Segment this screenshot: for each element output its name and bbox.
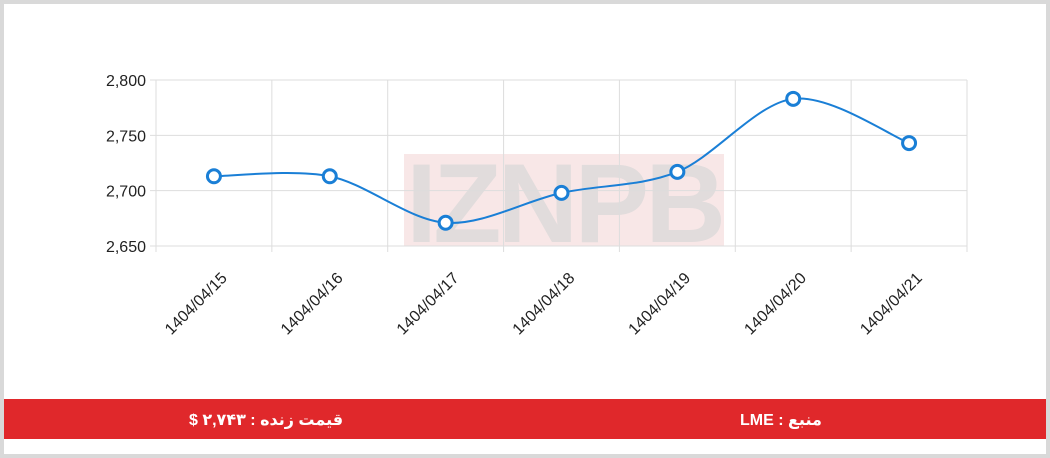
x-tick-label: 1404/04/20	[741, 270, 810, 339]
chart-panel: IZNPB 2,650 2,700 2,750 2,800 1404/04/15 140…	[4, 4, 1046, 454]
data-point[interactable]	[553, 184, 570, 201]
data-point[interactable]	[901, 135, 918, 152]
price-footer-bar: قیمت زنده : ۲,۷۴۳ $ منبع : LME	[4, 399, 1046, 439]
y-axis: 2,650 2,700 2,750 2,800	[106, 73, 146, 256]
series-points	[205, 90, 918, 231]
watermark-text: IZNPB	[406, 141, 722, 266]
data-point[interactable]	[785, 90, 802, 107]
y-tick-label: 2,700	[106, 184, 146, 201]
bottom-strip	[4, 439, 1046, 454]
source-label: منبع : LME	[740, 412, 822, 429]
y-tick-label: 2,800	[106, 73, 146, 90]
data-point[interactable]	[321, 168, 338, 185]
watermark-logo: IZNPB	[404, 141, 726, 266]
live-price-label: قیمت زنده : ۲,۷۴۳ $	[189, 412, 344, 429]
x-tick-label: 1404/04/16	[278, 270, 347, 339]
y-tick-label: 2,650	[106, 239, 146, 256]
x-tick-label: 1404/04/15	[162, 270, 231, 339]
data-point[interactable]	[437, 214, 454, 231]
x-tick-label: 1404/04/19	[626, 270, 695, 339]
x-axis: 1404/04/15 1404/04/16 1404/04/17 1404/04/18…	[162, 270, 926, 339]
data-point[interactable]	[669, 163, 686, 180]
y-tick-label: 2,750	[106, 128, 146, 145]
x-tick-label: 1404/04/17	[394, 270, 463, 339]
data-point[interactable]	[205, 168, 222, 185]
x-tick-label: 1404/04/21	[857, 270, 926, 339]
x-tick-label: 1404/04/18	[510, 270, 579, 339]
